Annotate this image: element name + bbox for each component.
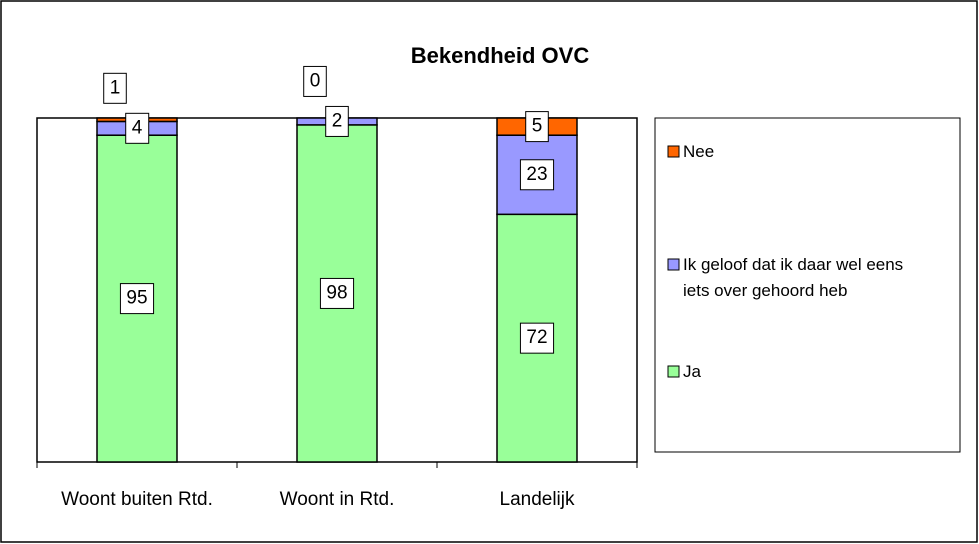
x-tick-label: Woont buiten Rtd. — [61, 489, 213, 510]
legend-line: Ik geloof dat ik daar wel eens — [683, 255, 903, 274]
data-label-text: 0 — [310, 70, 321, 91]
chart-title: Bekendheid OVC — [411, 43, 590, 68]
data-label-text: 1 — [110, 77, 121, 98]
legend-label: Ja — [683, 362, 702, 381]
data-label-box — [103, 72, 127, 104]
legend-label: Ik geloof dat ik daar wel eens iets over … — [683, 255, 903, 300]
data-label-box — [319, 277, 355, 309]
data-label-box — [525, 111, 549, 143]
data-label: 5 — [525, 111, 549, 143]
data-label: 0 — [303, 65, 327, 97]
legend-swatch — [667, 145, 680, 158]
data-label-text: 95 — [126, 288, 147, 309]
data-label-text: 5 — [532, 116, 543, 137]
data-label-text: 72 — [526, 327, 547, 348]
data-label: 4 — [125, 112, 150, 144]
x-tick-label: Woont in Rtd. — [280, 489, 395, 510]
data-label: 23 — [519, 159, 555, 191]
legend-swatch — [667, 365, 680, 378]
legend-swatch — [667, 258, 680, 271]
data-label-box — [519, 322, 555, 354]
data-label-text: 23 — [526, 164, 547, 185]
data-label-box — [125, 112, 150, 144]
data-label: 95 — [119, 283, 155, 315]
data-label-text: 4 — [132, 117, 143, 138]
data-label-box — [519, 159, 555, 191]
legend-label: Nee — [683, 142, 714, 161]
legend-line: iets over gehoord heb — [683, 281, 847, 300]
data-label: 98 — [319, 277, 355, 309]
data-label-text: 98 — [326, 282, 347, 303]
data-label-box — [325, 105, 349, 137]
data-label-box — [119, 283, 155, 315]
data-label-text: 2 — [332, 110, 343, 131]
data-label: 2 — [325, 105, 349, 137]
legend-box — [654, 117, 961, 453]
data-label-box — [303, 65, 327, 97]
data-label: 1 — [103, 72, 127, 104]
data-label: 72 — [519, 322, 555, 354]
x-tick-label: Landelijk — [500, 489, 575, 510]
